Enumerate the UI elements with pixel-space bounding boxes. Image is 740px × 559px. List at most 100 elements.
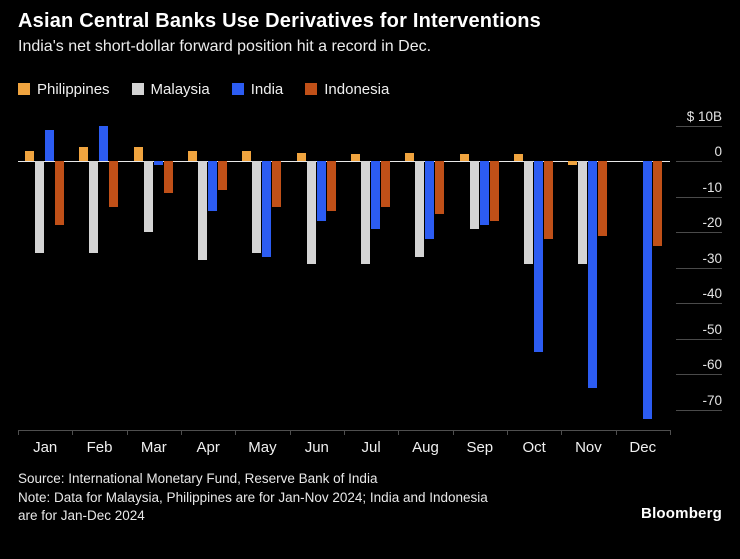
bar-malaysia-feb (89, 161, 99, 254)
legend-swatch-icon (231, 83, 244, 95)
bar-group-sep (453, 126, 507, 430)
bar-group-may (235, 126, 289, 430)
bar-india-dec (642, 161, 652, 420)
x-axis-label: Jan (33, 439, 58, 456)
bar-malaysia-may (252, 161, 262, 254)
bar-group-mar (127, 126, 181, 430)
bar-malaysia-mar (143, 161, 153, 233)
y-axis-label: -30 (702, 250, 722, 266)
x-tick-mark (18, 430, 19, 435)
legend-label: Philippines (37, 80, 110, 98)
bar-group-apr (181, 126, 235, 430)
y-axis-label: -20 (702, 215, 722, 231)
bar-india-jul (371, 161, 381, 229)
note-text: Note: Data for Malaysia, Philippines are… (18, 490, 488, 524)
bar-malaysia-jul (361, 161, 371, 264)
y-tick-mark (676, 267, 722, 269)
bar-group-jan (18, 126, 72, 430)
x-axis-label: Mar (140, 439, 167, 456)
x-tick-mark (344, 430, 345, 435)
bar-group-aug (398, 126, 452, 430)
bar-indonesia-oct (544, 161, 554, 240)
x-tick-mark (507, 430, 508, 435)
y-axis-label: -10 (702, 179, 722, 195)
bar-group-oct (507, 126, 561, 430)
legend-swatch-icon (131, 83, 144, 95)
bar-group-jun (290, 126, 344, 430)
bar-indonesia-sep (489, 161, 499, 222)
x-axis-label: Oct (522, 439, 546, 456)
y-tick-mark (676, 338, 722, 340)
bar-indonesia-jan (55, 161, 65, 225)
bar-india-apr (208, 161, 218, 211)
x-axis-label: May (248, 439, 277, 456)
x-tick-mark (126, 430, 128, 435)
bar-india-jun (316, 161, 326, 222)
x-axis-label: Feb (86, 439, 113, 456)
x-axis: Jan Feb Mar Apr May Jun Jul Aug Sep Oct Nov Dec (18, 439, 670, 456)
zero-line (18, 161, 670, 163)
y-tick-mark (676, 303, 722, 305)
bar-india-mar (153, 161, 163, 165)
bar-malaysia-sep (469, 161, 479, 229)
x-tick-mark (670, 430, 671, 435)
bar-india-nov (588, 161, 598, 388)
x-axis-label: Nov (575, 439, 602, 456)
bar-philippines-may (242, 150, 252, 162)
bar-philippines-mar (133, 147, 143, 162)
y-tick-mark (676, 374, 722, 376)
y-tick-mark (676, 161, 722, 163)
bar-philippines-jan (25, 150, 35, 162)
bar-indonesia-jul (381, 161, 391, 208)
legend-item-india: India (231, 81, 283, 98)
x-tick-mark (235, 430, 237, 435)
x-axis-label: Aug (412, 439, 439, 456)
bar-philippines-oct (514, 154, 524, 162)
source-notes: Source: International Monetary Fund, Res… (18, 470, 488, 525)
legend-item-malaysia: Malaysia (131, 80, 210, 98)
y-axis-label: $ 10B (686, 109, 722, 124)
bar-indonesia-may (272, 161, 282, 208)
x-axis-label: Apr (196, 439, 220, 456)
source-text: Source: International Monetary Fund, Res… (18, 471, 378, 486)
y-axis-label: -50 (702, 321, 722, 337)
legend-label: Malaysia (150, 80, 210, 98)
y-tick-mark (676, 409, 722, 411)
x-tick-mark (72, 430, 74, 435)
bar-philippines-feb (79, 147, 89, 162)
bar-india-feb (99, 126, 109, 162)
footer: Source: International Monetary Fund, Res… (18, 470, 722, 525)
bar-group-jul (344, 126, 398, 430)
bar-malaysia-jan (35, 161, 45, 254)
x-tick-mark (452, 430, 454, 435)
x-axis-label: Jun (304, 439, 329, 456)
bar-philippines-sep (459, 154, 469, 162)
bar-indonesia-feb (109, 161, 119, 208)
bar-india-aug (425, 161, 435, 240)
bar-india-jan (45, 129, 55, 162)
bar-philippines-aug (405, 152, 415, 162)
x-axis-label: Jul (361, 439, 381, 456)
y-axis-label: -40 (702, 286, 722, 302)
legend-item-philippines: Philippines (18, 81, 110, 98)
plot-area (18, 126, 671, 435)
bar-group-feb (72, 126, 126, 430)
bar-indonesia-apr (218, 161, 228, 190)
bar-indonesia-aug (435, 161, 445, 215)
bar-group-dec (616, 126, 670, 430)
bar-chart: $ 10B 0 -10 -20 -30 -40 -50 -60 -70 (18, 109, 722, 435)
x-axis-label: Sep (466, 439, 494, 456)
legend-swatch-icon (305, 83, 318, 95)
x-tick-mark (561, 430, 563, 435)
bar-malaysia-oct (524, 161, 534, 264)
bar-malaysia-apr (198, 161, 208, 261)
x-tick-mark (289, 430, 291, 435)
bar-group-nov (561, 126, 615, 430)
bar-indonesia-nov (598, 161, 608, 236)
legend-label: Indonesia (324, 80, 390, 98)
chart-title: Asian Central Banks Use Derivatives for … (18, 10, 542, 32)
x-axis-label: Dec (629, 439, 657, 456)
bar-indonesia-jun (326, 161, 336, 211)
bar-india-sep (479, 161, 489, 225)
